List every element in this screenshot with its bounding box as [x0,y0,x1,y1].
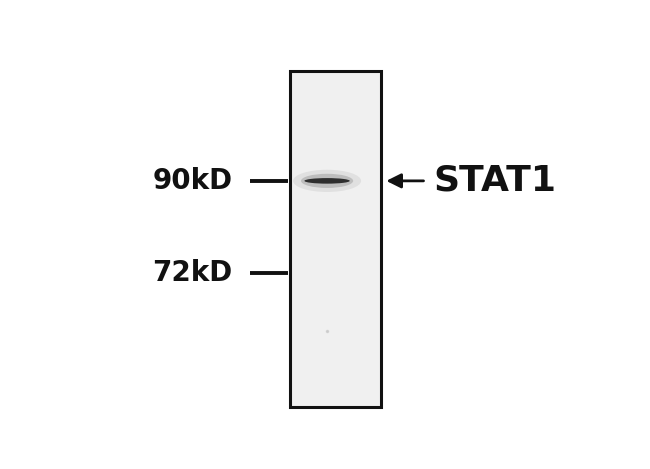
Ellipse shape [293,170,361,192]
Text: 72kD: 72kD [152,259,233,287]
Ellipse shape [301,174,353,188]
Bar [291,71,381,407]
Ellipse shape [304,178,350,184]
Text: STAT1: STAT1 [434,164,557,198]
Text: 90kD: 90kD [152,167,233,195]
